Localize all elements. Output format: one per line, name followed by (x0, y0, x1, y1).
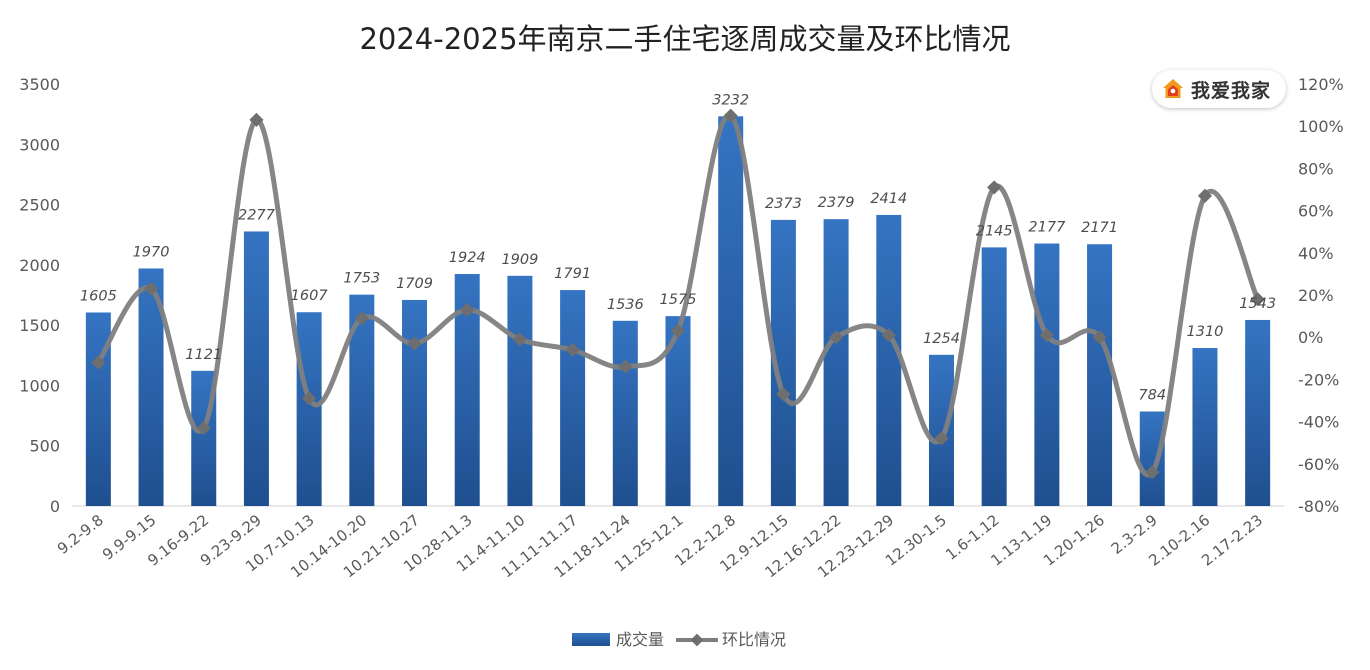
bar-data-label: 2145 (976, 223, 1013, 239)
bar (243, 231, 269, 506)
bar-data-label: 2414 (870, 191, 907, 207)
bar-data-label: 1605 (80, 288, 117, 304)
line-point-marker (934, 431, 949, 446)
legend-label-bar: 成交量 (616, 630, 664, 649)
y-right-tick-label: -20% (1298, 370, 1339, 389)
bar-data-label: 3232 (712, 92, 749, 108)
y-left-tick-label: 2500 (19, 196, 60, 215)
bar-data-label: 1607 (291, 288, 329, 304)
line-point-marker (618, 359, 633, 374)
bar-data-label: 784 (1138, 387, 1166, 403)
bar-data-label: 1536 (607, 297, 644, 313)
bar-data-label: 1709 (396, 276, 433, 292)
y-left-tick-label: 2000 (19, 256, 60, 275)
bar-data-label: 1753 (343, 271, 380, 287)
y-right-tick-label: 60% (1298, 202, 1334, 221)
bar (296, 312, 322, 506)
y-right-tick-label: 100% (1298, 117, 1344, 136)
y-left-tick-label: 1500 (19, 316, 60, 335)
bar-data-label: 1791 (554, 266, 591, 282)
bar (928, 354, 954, 506)
line-point-marker (1145, 465, 1160, 480)
line-point-marker (91, 355, 106, 370)
line-point-marker (1250, 292, 1265, 307)
bar-data-label: 1909 (501, 252, 538, 268)
bar (560, 290, 586, 506)
legend-label-line: 环比情况 (722, 630, 786, 649)
bar (981, 247, 1007, 507)
y-left-tick-label: 1000 (19, 376, 60, 395)
line-point-marker (776, 387, 791, 402)
bar (1034, 243, 1060, 507)
y-left-tick-label: 500 (29, 437, 60, 456)
y-right-tick-label: 80% (1298, 159, 1334, 178)
y-left-tick-label: 0 (50, 497, 60, 516)
line-point-marker (670, 323, 686, 338)
legend-bar-swatch (572, 633, 610, 646)
line-point-marker (565, 342, 580, 357)
bar (612, 320, 638, 506)
bar-data-label: 1121 (185, 347, 222, 363)
bar-data-label: 1543 (1239, 296, 1276, 312)
bar (718, 116, 744, 506)
bar (1087, 244, 1113, 506)
line-point-marker (143, 281, 159, 296)
y-right-tick-label: -40% (1298, 413, 1339, 432)
y-right-tick-label: 0% (1298, 328, 1323, 347)
y-right-tick-label: 20% (1298, 286, 1334, 305)
bar-data-label: 1254 (923, 331, 960, 347)
bar (1245, 319, 1271, 506)
line-point-marker (407, 336, 422, 351)
line-point-marker (987, 180, 1002, 195)
y-left-tick-label: 3500 (19, 75, 60, 94)
y-right-tick-label: -60% (1298, 455, 1339, 474)
bar-data-label: 2373 (765, 196, 802, 212)
y-right-tick-label: 40% (1298, 244, 1334, 263)
bar-data-label: 2171 (1081, 220, 1118, 236)
y-right-tick-label: -80% (1298, 497, 1339, 516)
line-point-marker (1039, 328, 1054, 343)
bar-data-label: 2177 (1028, 220, 1066, 236)
bar-data-label: 1970 (133, 244, 170, 260)
bar (1192, 348, 1218, 506)
y-right-tick-label: 120% (1298, 75, 1344, 94)
line-point-marker (302, 391, 317, 406)
line-point-marker (723, 108, 738, 123)
line-point-marker (354, 311, 369, 326)
bar (876, 214, 902, 507)
line-point-marker (512, 332, 527, 347)
bar (823, 219, 849, 506)
bar-data-label: 2379 (818, 195, 855, 211)
line-point-marker (829, 330, 844, 345)
line-series-path (95, 113, 1261, 478)
bar-data-label: 1924 (449, 250, 486, 266)
legend-line-marker (690, 633, 704, 647)
y-left-tick-label: 3000 (19, 135, 60, 154)
chart-title: 2024-2025年南京二手住宅逐周成交量及环比情况 (359, 22, 1011, 56)
line-point-marker (881, 328, 896, 343)
logo-text: 我爱我家 (1191, 79, 1272, 102)
bar (1139, 411, 1165, 506)
line-point-marker (460, 302, 475, 317)
line-point-marker (196, 420, 211, 436)
bar (507, 275, 533, 506)
house-icon (1163, 79, 1183, 98)
brand-logo: 我爱我家 (1152, 70, 1286, 108)
bar-data-label: 1575 (660, 292, 697, 308)
line-point-marker (1197, 188, 1213, 203)
bar (402, 299, 428, 506)
line-point-marker (1092, 330, 1107, 345)
bar-data-label: 1310 (1187, 324, 1224, 340)
bar-data-label: 2277 (238, 207, 276, 223)
